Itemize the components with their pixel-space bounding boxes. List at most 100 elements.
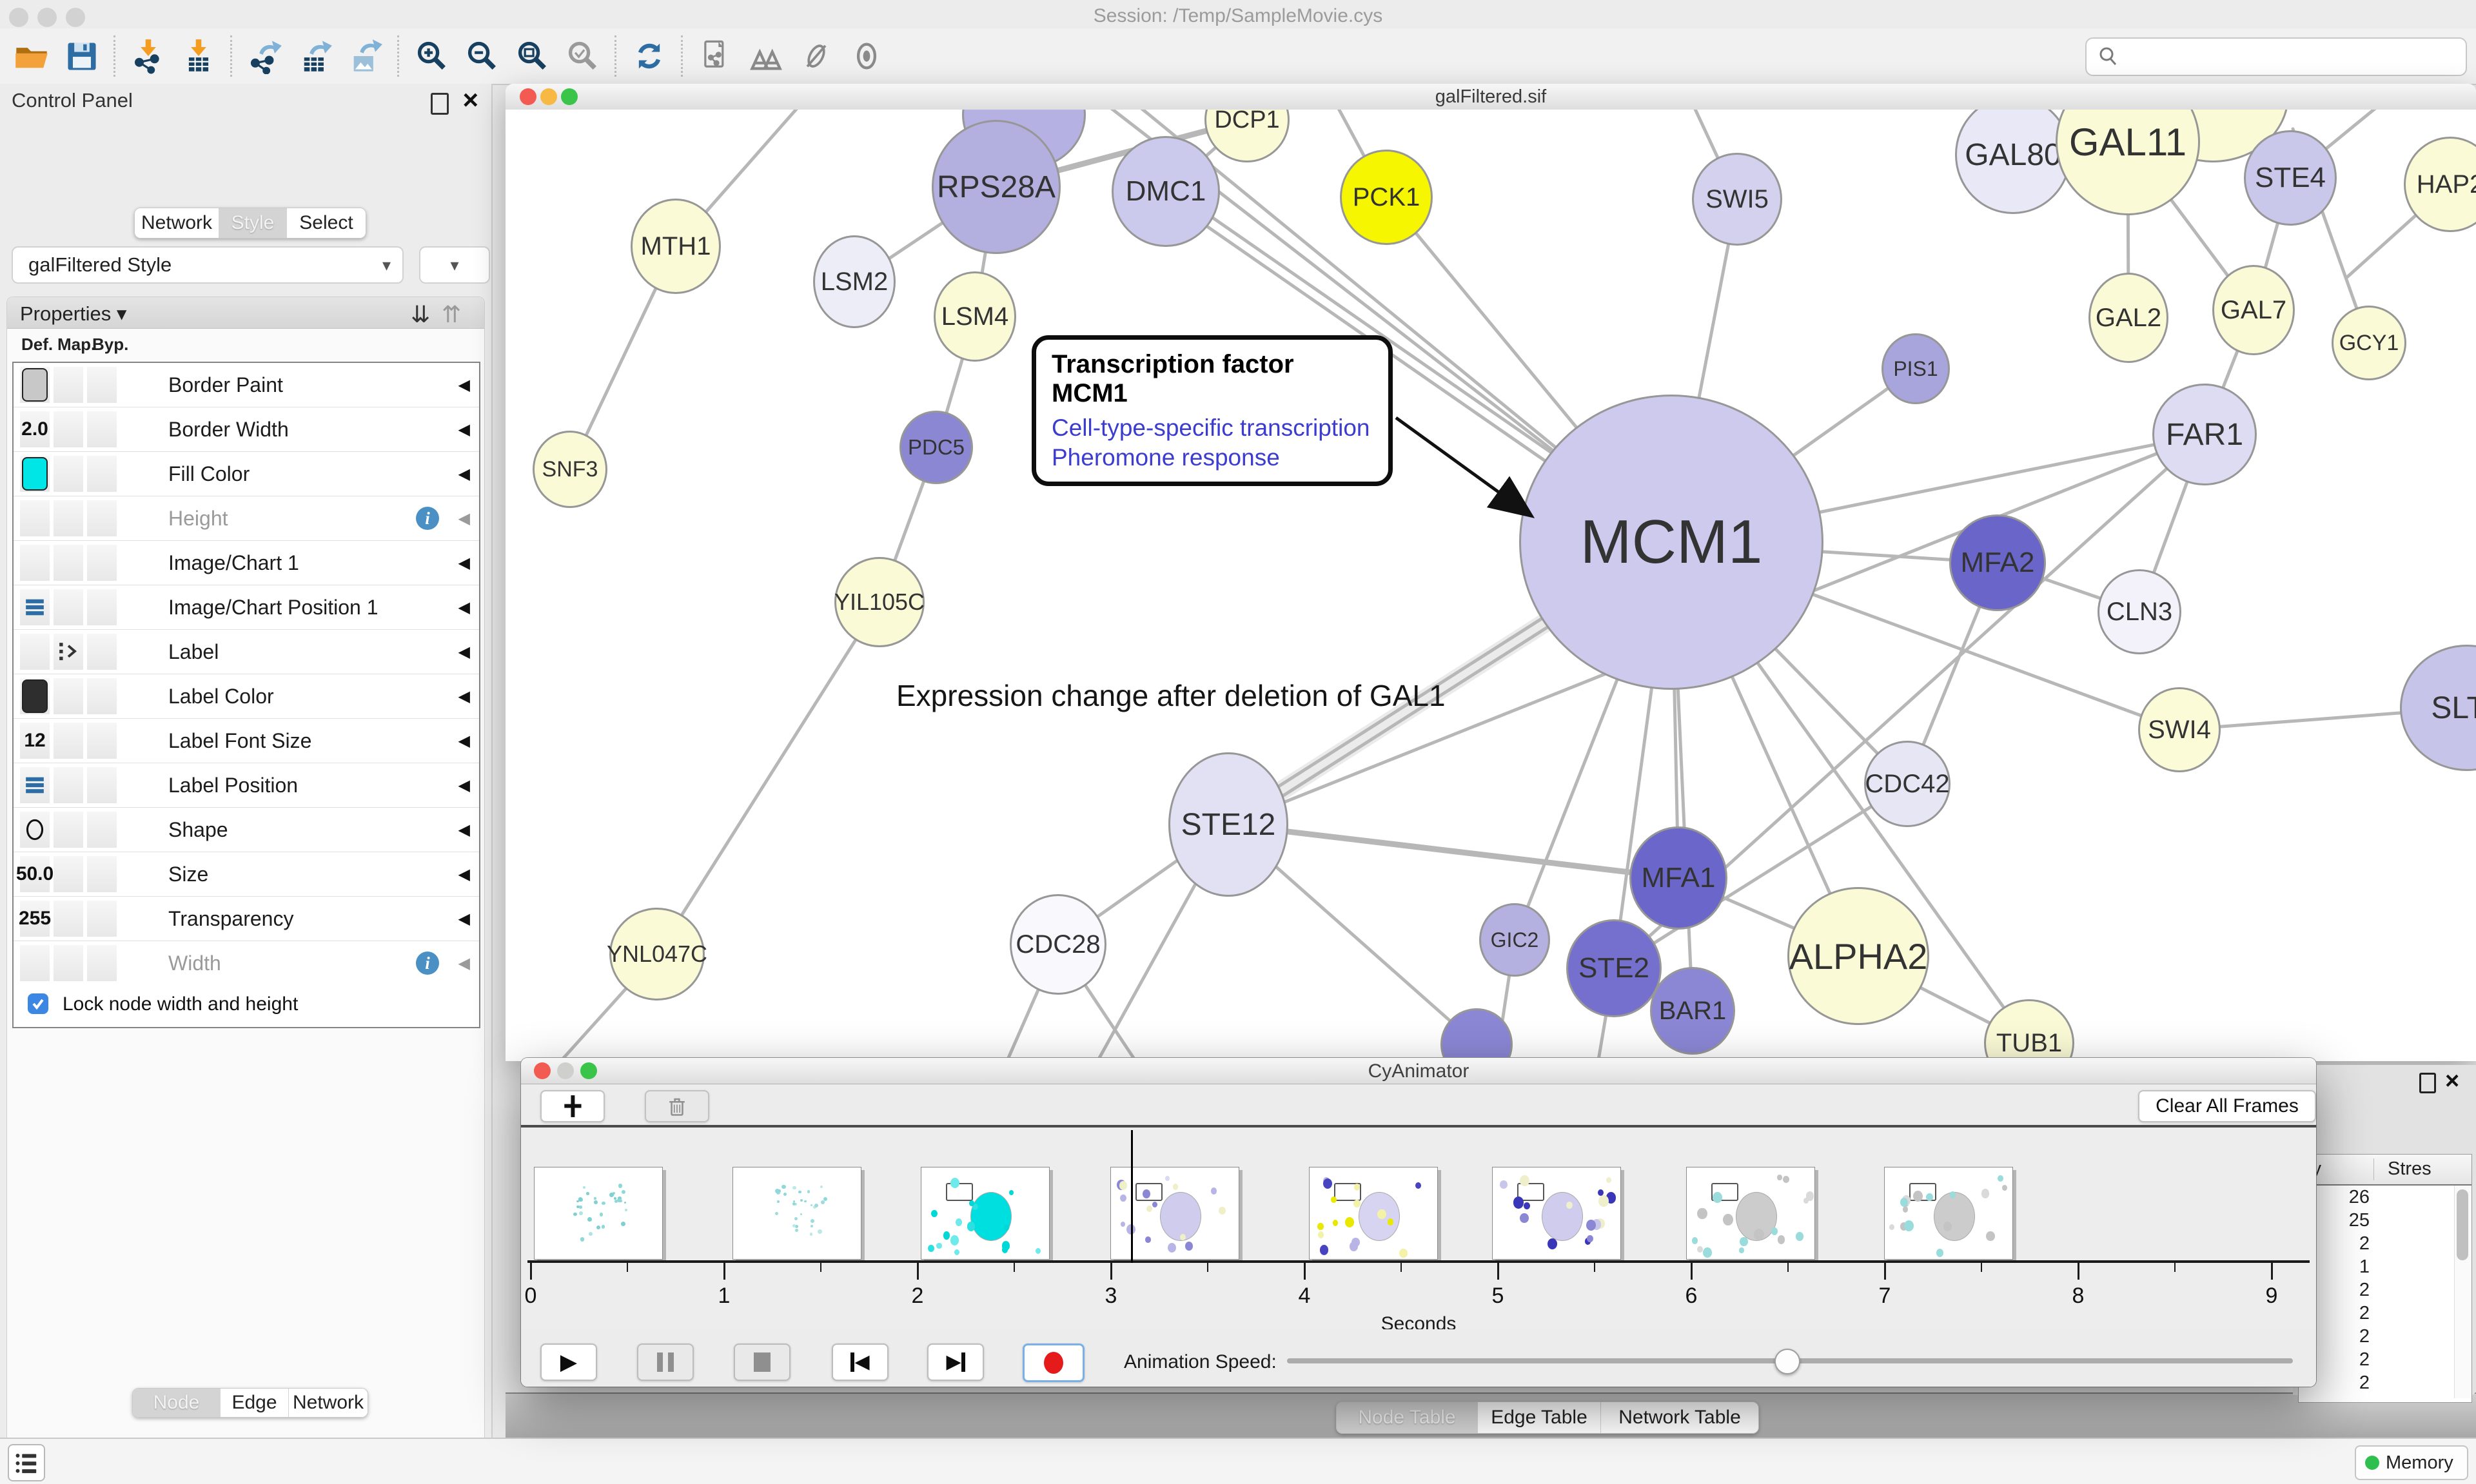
- export-network-icon[interactable]: [240, 31, 290, 81]
- clear-all-frames-button[interactable]: Clear All Frames: [2138, 1090, 2316, 1122]
- network-canvas[interactable]: DCP1RPS28ADMC1PCK1SWI5GAL80GAL11STE4HAP2…: [506, 110, 2476, 1061]
- def-cell[interactable]: [20, 500, 50, 536]
- timeline-playhead[interactable]: [1131, 1130, 1133, 1263]
- zoom-selected-icon[interactable]: [558, 31, 608, 81]
- network-node-HAP2[interactable]: HAP2: [2404, 137, 2476, 232]
- table-scrollbar[interactable]: [2454, 1186, 2471, 1398]
- expand-row-icon[interactable]: ◀: [458, 376, 470, 394]
- expand-row-icon[interactable]: ◀: [458, 465, 470, 483]
- network-node-YIL105C[interactable]: YIL105C: [834, 557, 925, 647]
- network-window-titlebar[interactable]: galFiltered.sif: [506, 84, 2476, 110]
- expand-row-icon[interactable]: ◀: [458, 421, 470, 438]
- frame-thumbnail-5[interactable]: [1492, 1167, 1621, 1260]
- network-node-RPS28A[interactable]: RPS28A: [932, 120, 1061, 254]
- byp-cell[interactable]: [87, 856, 117, 892]
- network-node-DMC1[interactable]: DMC1: [1112, 136, 1220, 247]
- network-node-FAR1[interactable]: FAR1: [2152, 384, 2257, 485]
- window-minimize-icon[interactable]: [557, 1062, 574, 1079]
- expand-row-icon[interactable]: ◀: [458, 643, 470, 661]
- export-image-icon[interactable]: [340, 31, 391, 81]
- property-row-height[interactable]: Height i ◀: [14, 496, 479, 541]
- byp-cell[interactable]: [87, 767, 117, 803]
- network-node-STE2[interactable]: STE2: [1566, 919, 1662, 1017]
- info-icon[interactable]: i: [416, 952, 439, 975]
- network-node-SNF3[interactable]: SNF3: [533, 431, 607, 508]
- network-node-YNL047C[interactable]: YNL047C: [607, 908, 707, 1001]
- float-panel-icon[interactable]: [2419, 1073, 2436, 1093]
- window-zoom-icon[interactable]: [580, 1062, 597, 1079]
- info-icon[interactable]: i: [416, 507, 439, 530]
- memory-indicator[interactable]: Memory: [2355, 1445, 2468, 1480]
- lock-checkbox[interactable]: [28, 993, 48, 1014]
- property-row-transparency[interactable]: 255 Transparency ◀: [14, 897, 479, 941]
- expand-all-icon[interactable]: ⇊: [410, 301, 430, 327]
- network-node-LSM4[interactable]: LSM4: [934, 271, 1016, 362]
- property-row-label-position[interactable]: Label Position ◀: [14, 763, 479, 808]
- property-row-label[interactable]: Label ◀: [14, 630, 479, 674]
- pause-button[interactable]: [637, 1343, 694, 1381]
- map-cell[interactable]: [54, 367, 83, 403]
- network-node-PDC5[interactable]: PDC5: [899, 411, 973, 484]
- network-node-STE12[interactable]: STE12: [1168, 752, 1288, 897]
- network-node-CLN3[interactable]: CLN3: [2098, 569, 2181, 654]
- annotation-link[interactable]: Pheromone response: [1052, 444, 1280, 471]
- tab-select[interactable]: Select: [287, 208, 366, 238]
- zoom-out-icon[interactable]: [457, 31, 507, 81]
- record-button[interactable]: [1023, 1343, 1085, 1382]
- annotation-box[interactable]: Transcription factor MCM1 Cell-type-spec…: [1032, 335, 1393, 486]
- map-cell[interactable]: [54, 945, 83, 981]
- network-node-SWI5[interactable]: SWI5: [1692, 153, 1782, 246]
- expand-row-icon[interactable]: ◀: [458, 688, 470, 705]
- property-row-border-width[interactable]: 2.0 Border Width ◀: [14, 407, 479, 452]
- window-minimize-icon[interactable]: [540, 88, 557, 105]
- def-cell[interactable]: [20, 545, 50, 581]
- tab-node[interactable]: Node: [133, 1389, 221, 1417]
- network-node-GAL7[interactable]: GAL7: [2212, 265, 2295, 355]
- expand-row-icon[interactable]: ◀: [458, 866, 470, 883]
- expand-row-icon[interactable]: ◀: [458, 955, 470, 972]
- byp-cell[interactable]: [87, 367, 117, 403]
- property-row-label-font-size[interactable]: 12 Label Font Size ◀: [14, 719, 479, 763]
- expand-row-icon[interactable]: ◀: [458, 821, 470, 839]
- frame-thumbnail-1[interactable]: [732, 1167, 861, 1260]
- binoculars-icon[interactable]: [741, 31, 791, 81]
- expand-row-icon[interactable]: ◀: [458, 777, 470, 794]
- byp-cell[interactable]: [87, 634, 117, 670]
- import-network-icon[interactable]: [123, 31, 173, 81]
- map-cell[interactable]: [54, 767, 83, 803]
- close-panel-icon[interactable]: ×: [2445, 1068, 2460, 1095]
- map-cell[interactable]: [54, 411, 83, 447]
- import-table-icon[interactable]: [173, 31, 224, 81]
- style-selector[interactable]: galFiltered Style ▾: [12, 246, 404, 284]
- network-node-GCY1[interactable]: GCY1: [2332, 306, 2406, 380]
- def-cell[interactable]: [20, 945, 50, 981]
- window-close-icon[interactable]: [520, 88, 536, 105]
- byp-cell[interactable]: [87, 589, 117, 625]
- play-button[interactable]: ▶: [540, 1343, 597, 1381]
- network-node-SWI4[interactable]: SWI4: [2138, 687, 2221, 772]
- save-session-icon[interactable]: [57, 31, 107, 81]
- network-node-MFA1[interactable]: MFA1: [1629, 826, 1727, 930]
- network-node-MFA2[interactable]: MFA2: [1949, 514, 2046, 611]
- property-row-shape[interactable]: Shape ◀: [14, 808, 479, 852]
- frame-thumbnail-7[interactable]: [1884, 1167, 2013, 1260]
- network-node-CDC42[interactable]: CDC42: [1864, 741, 1950, 827]
- def-cell[interactable]: [20, 634, 50, 670]
- frame-thumbnail-0[interactable]: [534, 1167, 663, 1260]
- hide-details-icon[interactable]: [791, 31, 841, 81]
- add-frame-button[interactable]: [540, 1090, 605, 1122]
- property-row-border-paint[interactable]: Border Paint ◀: [14, 363, 479, 407]
- network-node-GAL80[interactable]: GAL80: [1955, 110, 2071, 214]
- style-options-button[interactable]: ▾: [419, 246, 490, 284]
- tab-network[interactable]: Network: [135, 208, 219, 238]
- tab-edge-table[interactable]: Edge Table: [1478, 1402, 1601, 1433]
- frame-thumbnail-2[interactable]: [921, 1167, 1050, 1260]
- def-cell[interactable]: [20, 589, 50, 625]
- byp-cell[interactable]: [87, 500, 117, 536]
- frame-thumbnail-6[interactable]: [1686, 1167, 1815, 1260]
- def-cell[interactable]: [20, 812, 50, 848]
- skip-to-start-button[interactable]: ◀: [832, 1343, 889, 1381]
- network-node-GIC2[interactable]: GIC2: [1479, 903, 1550, 977]
- def-cell[interactable]: [20, 456, 50, 492]
